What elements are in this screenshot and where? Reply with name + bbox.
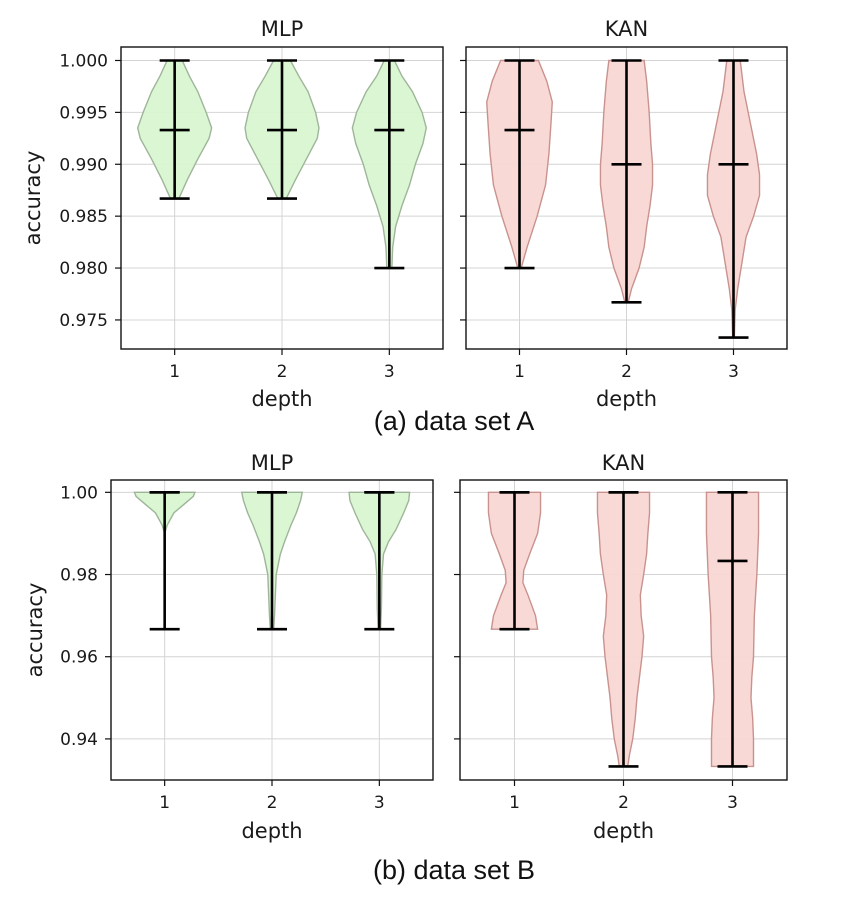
x-tick-label: 1: [514, 362, 525, 382]
x-tick-label: 3: [374, 793, 385, 813]
panel-b-kan: 1 2 3 depth KAN: [454, 451, 788, 843]
x-tick-label: 3: [728, 362, 739, 382]
panel-b-mlp: 1.00 0.98 0.96 0.94 1 2 3 depth MLP: [60, 451, 434, 843]
x-tick-label: 2: [267, 793, 278, 813]
figure-caption: (b) data set B: [373, 855, 535, 885]
y-tick-label: 0.98: [60, 566, 98, 586]
y-tick-label: 0.990: [59, 155, 108, 175]
panel-title: KAN: [602, 451, 645, 475]
y-tick-label: 0.96: [60, 648, 98, 668]
figure-caption: (a) data set A: [374, 406, 535, 436]
x-tick-label: 1: [509, 793, 520, 813]
x-axis-label: depth: [251, 387, 312, 411]
y-tick-label: 0.995: [59, 103, 108, 123]
chart-a: accuracy 1.000 0.995 0.990 0.985 0.980 0.975 1 2…: [21, 17, 788, 436]
x-tick-label: 3: [727, 793, 738, 813]
y-axis-label: accuracy: [23, 583, 47, 678]
panel-title: KAN: [605, 17, 648, 41]
x-tick-label: 1: [169, 362, 180, 382]
panel-a-kan: 1 2 3 depth KAN: [460, 17, 788, 411]
x-tick-label: 2: [621, 362, 632, 382]
panel-a-mlp: 1.000 0.995 0.990 0.985 0.980 0.975 1 2 3 depth ML…: [59, 17, 444, 411]
panel-title: MLP: [251, 451, 293, 475]
x-tick-label: 3: [384, 362, 395, 382]
chart-b: accuracy 1.00 0.98 0.96 0.94 1 2 3 depth MLP 1 2 3 de…: [23, 451, 788, 885]
x-axis-label: depth: [241, 819, 302, 843]
x-tick-label: 2: [618, 793, 629, 813]
x-axis-label: depth: [596, 387, 657, 411]
y-tick-label: 1.000: [59, 51, 108, 71]
y-tick-label: 1.00: [60, 483, 98, 503]
x-axis-label: depth: [593, 819, 654, 843]
x-tick-label: 2: [277, 362, 288, 382]
panel-title: MLP: [261, 17, 303, 41]
y-tick-label: 0.980: [59, 259, 108, 279]
y-axis-label: accuracy: [21, 151, 45, 246]
y-tick-label: 0.985: [59, 207, 108, 227]
y-tick-label: 0.94: [60, 730, 98, 750]
y-tick-label: 0.975: [59, 311, 108, 331]
x-tick-label: 1: [159, 793, 170, 813]
